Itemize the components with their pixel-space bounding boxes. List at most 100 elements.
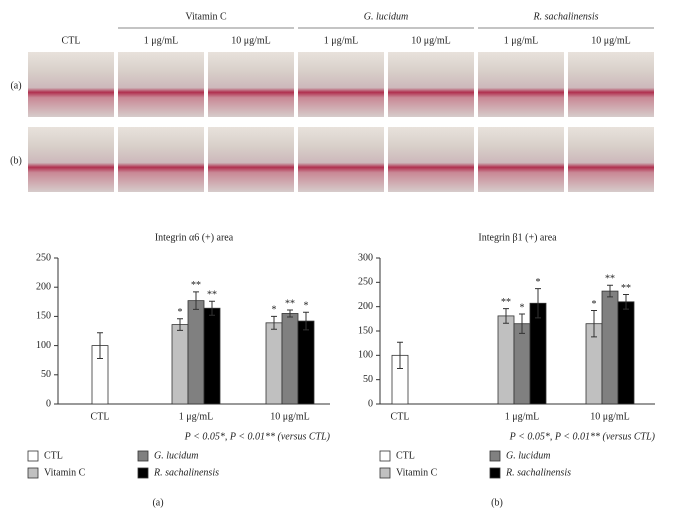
y-tick-label: 50 <box>41 369 51 380</box>
legend-label: G. lucidum <box>506 450 550 461</box>
significance: ** <box>501 297 511 308</box>
y-tick-label: 150 <box>358 325 373 336</box>
legend-swatch <box>27 450 39 462</box>
y-tick-label: 200 <box>36 281 51 292</box>
y-tick-label: 100 <box>358 350 373 361</box>
error-bar <box>209 300 215 316</box>
column-label: 1 μg/mL <box>504 35 539 46</box>
micrograph <box>568 52 654 117</box>
micrograph <box>298 127 384 192</box>
chart-title: Integrin β1 (+) area <box>478 232 557 243</box>
x-tick-label: 10 μg/mL <box>270 411 310 422</box>
legend-swatch <box>137 450 149 462</box>
legend-label: R. sachalinensis <box>505 467 571 478</box>
group-label: Vitamin C <box>185 11 227 22</box>
y-tick-label: 300 <box>358 252 373 263</box>
bar <box>601 290 619 405</box>
micrograph <box>478 52 564 117</box>
micrograph <box>208 127 294 192</box>
significance: * <box>520 302 525 313</box>
micrograph <box>388 52 474 117</box>
y-tick-label: 200 <box>358 301 373 312</box>
row-label: (a) <box>10 80 21 91</box>
bar <box>281 313 299 405</box>
legend-label: Vitamin C <box>396 467 438 478</box>
column-label: 10 μg/mL <box>231 35 271 46</box>
group-label: R. sachalinensis <box>533 11 599 22</box>
micrograph <box>568 127 654 192</box>
group-label: G. lucidum <box>364 11 408 22</box>
micrograph <box>28 52 114 117</box>
legend-swatch <box>379 467 391 479</box>
error-bar <box>287 309 293 318</box>
x-tick-label: 1 μg/mL <box>179 411 214 422</box>
legend-label: R. sachalinensis <box>153 467 219 478</box>
x-tick-label: CTL <box>91 411 110 422</box>
micrograph <box>28 127 114 192</box>
micrograph <box>118 52 204 117</box>
column-label: 1 μg/mL <box>144 35 179 46</box>
panel-label: (b) <box>491 497 503 508</box>
y-tick-label: 0 <box>46 398 51 409</box>
column-label: CTL <box>62 35 81 46</box>
bar <box>203 307 221 405</box>
error-bar <box>535 288 541 319</box>
significance: * <box>592 299 597 310</box>
legend-label: Vitamin C <box>44 467 86 478</box>
column-label: 1 μg/mL <box>324 35 359 46</box>
x-tick-label: CTL <box>391 411 410 422</box>
legend-swatch <box>137 467 149 479</box>
bar <box>265 322 283 405</box>
significance: * <box>272 305 277 316</box>
significance: ** <box>207 290 217 301</box>
significance: * <box>304 301 309 312</box>
error-bar <box>303 311 309 331</box>
y-tick-label: 50 <box>363 374 373 385</box>
legend-swatch <box>379 450 391 462</box>
bar <box>171 324 189 405</box>
significance: ** <box>605 274 615 285</box>
error-bar <box>397 341 403 369</box>
x-tick-label: 1 μg/mL <box>505 411 540 422</box>
bar <box>497 315 515 405</box>
note: P < 0.05*, P < 0.01** (versus CTL) <box>184 431 331 442</box>
micrograph <box>118 127 204 192</box>
micrograph <box>388 127 474 192</box>
panel-label: (a) <box>152 497 163 508</box>
significance: ** <box>285 298 295 309</box>
micrograph <box>208 52 294 117</box>
significance: * <box>178 307 183 318</box>
significance: ** <box>621 283 631 294</box>
bar <box>297 320 315 405</box>
error-bar <box>591 310 597 338</box>
error-bar <box>193 291 199 310</box>
y-tick-label: 250 <box>358 277 373 288</box>
legend-swatch <box>489 450 501 462</box>
y-tick-label: 250 <box>36 252 51 263</box>
error-bar <box>607 284 613 298</box>
bar <box>187 300 205 405</box>
bar <box>513 323 531 405</box>
significance: ** <box>191 280 201 291</box>
legend-swatch <box>27 467 39 479</box>
y-tick-label: 0 <box>368 398 373 409</box>
error-bar <box>623 294 629 310</box>
y-tick-label: 150 <box>36 311 51 322</box>
legend-swatch <box>489 467 501 479</box>
row-label: (b) <box>10 155 22 166</box>
legend-label: G. lucidum <box>154 450 198 461</box>
error-bar <box>519 313 525 334</box>
y-tick-label: 100 <box>36 340 51 351</box>
legend-label: CTL <box>44 450 63 461</box>
bar <box>529 302 547 405</box>
error-bar <box>503 308 509 324</box>
significance: * <box>536 277 541 288</box>
error-bar <box>271 315 277 330</box>
error-bar <box>177 318 183 331</box>
micrograph <box>478 127 564 192</box>
bar <box>617 301 635 405</box>
x-tick-label: 10 μg/mL <box>590 411 630 422</box>
note: P < 0.05*, P < 0.01** (versus CTL) <box>509 431 656 442</box>
legend-label: CTL <box>396 450 415 461</box>
